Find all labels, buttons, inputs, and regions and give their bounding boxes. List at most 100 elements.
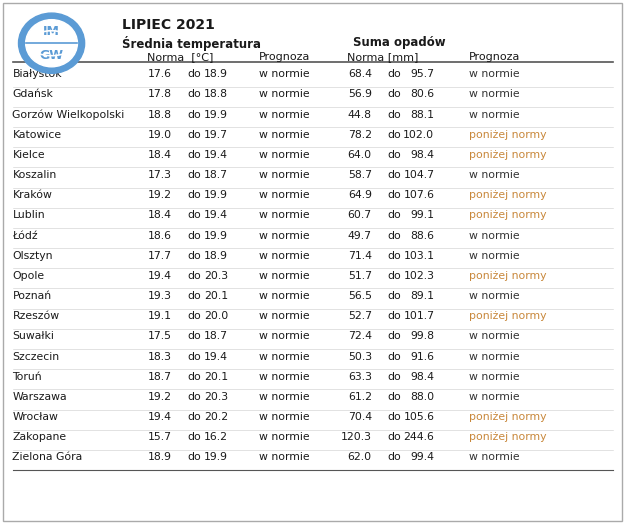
Text: w normie: w normie (259, 190, 310, 200)
Text: w normie: w normie (469, 89, 519, 100)
Text: 16.2: 16.2 (204, 432, 228, 442)
Text: 60.7: 60.7 (348, 210, 372, 221)
Text: 18.7: 18.7 (204, 170, 228, 180)
Text: 61.2: 61.2 (348, 392, 372, 402)
Text: 99.4: 99.4 (411, 453, 434, 463)
Text: 80.6: 80.6 (410, 89, 434, 100)
Text: w normie: w normie (259, 130, 310, 140)
Text: poniżej normy: poniżej normy (469, 150, 546, 160)
Text: 18.9: 18.9 (204, 69, 228, 79)
Text: do: do (187, 89, 201, 100)
Text: LIPIEC 2021: LIPIEC 2021 (122, 18, 215, 32)
Text: 17.5: 17.5 (148, 331, 172, 342)
Text: poniżej normy: poniżej normy (469, 190, 546, 200)
Text: 62.0: 62.0 (348, 453, 372, 463)
Text: poniżej normy: poniżej normy (469, 432, 546, 442)
Text: w normie: w normie (469, 392, 519, 402)
Text: 88.6: 88.6 (411, 231, 434, 241)
Text: Toruń: Toruń (12, 372, 42, 382)
Text: w normie: w normie (469, 352, 519, 362)
Text: 105.6: 105.6 (403, 412, 434, 422)
Text: do: do (387, 432, 401, 442)
Text: Poznań: Poznań (12, 291, 52, 301)
Text: 15.7: 15.7 (148, 432, 172, 442)
Text: do: do (187, 453, 201, 463)
Text: w normie: w normie (469, 170, 519, 180)
Text: do: do (387, 392, 401, 402)
Text: do: do (387, 453, 401, 463)
Text: do: do (387, 291, 401, 301)
Text: GW: GW (39, 49, 64, 61)
Text: 18.9: 18.9 (148, 453, 172, 463)
Text: 19.4: 19.4 (148, 412, 172, 422)
Text: 72.4: 72.4 (348, 331, 372, 342)
Text: poniżej normy: poniżej normy (469, 412, 546, 422)
Text: Katowice: Katowice (12, 130, 62, 140)
Text: 99.1: 99.1 (411, 210, 434, 221)
Text: Olsztyn: Olsztyn (12, 251, 53, 261)
Text: w normie: w normie (259, 412, 310, 422)
Text: 18.8: 18.8 (148, 110, 172, 119)
Text: do: do (387, 311, 401, 321)
Text: 18.7: 18.7 (204, 331, 228, 342)
Text: Zakopane: Zakopane (12, 432, 67, 442)
Text: do: do (387, 69, 401, 79)
Text: Łódź: Łódź (12, 231, 38, 241)
Text: poniżej normy: poniżej normy (469, 210, 546, 221)
Text: Gdańsk: Gdańsk (12, 89, 53, 100)
Text: 20.3: 20.3 (204, 392, 228, 402)
Text: Rzeszów: Rzeszów (12, 311, 59, 321)
Text: 52.7: 52.7 (348, 311, 372, 321)
Circle shape (19, 13, 84, 73)
Text: poniżej normy: poniżej normy (469, 130, 546, 140)
Text: do: do (387, 89, 401, 100)
Text: w normie: w normie (259, 372, 310, 382)
Text: 56.5: 56.5 (348, 291, 372, 301)
Text: do: do (387, 331, 401, 342)
Text: Norma [mm]: Norma [mm] (347, 52, 418, 62)
Text: 88.0: 88.0 (410, 392, 434, 402)
Text: 64.0: 64.0 (348, 150, 372, 160)
Text: 99.8: 99.8 (411, 331, 434, 342)
Text: 19.4: 19.4 (148, 271, 172, 281)
Circle shape (26, 20, 78, 67)
Text: do: do (387, 271, 401, 281)
Text: 20.3: 20.3 (204, 271, 228, 281)
Text: 17.3: 17.3 (148, 170, 172, 180)
Text: 19.2: 19.2 (148, 392, 172, 402)
Text: 102.0: 102.0 (403, 130, 434, 140)
Text: do: do (187, 150, 201, 160)
Text: 58.7: 58.7 (348, 170, 372, 180)
Text: 19.9: 19.9 (204, 190, 228, 200)
Text: do: do (187, 130, 201, 140)
Text: w normie: w normie (259, 392, 310, 402)
Text: 20.0: 20.0 (204, 311, 228, 321)
Text: 104.7: 104.7 (403, 170, 434, 180)
Text: 19.4: 19.4 (204, 150, 228, 160)
Text: do: do (187, 392, 201, 402)
Text: Szczecin: Szczecin (12, 352, 59, 362)
Text: 91.6: 91.6 (411, 352, 434, 362)
Text: do: do (387, 190, 401, 200)
Text: 244.6: 244.6 (404, 432, 434, 442)
Text: do: do (187, 412, 201, 422)
Text: w normie: w normie (259, 89, 310, 100)
Text: poniżej normy: poniżej normy (469, 311, 546, 321)
Text: do: do (187, 231, 201, 241)
Text: 78.2: 78.2 (348, 130, 372, 140)
Text: do: do (187, 69, 201, 79)
Text: do: do (187, 311, 201, 321)
Text: Prognoza: Prognoza (469, 52, 520, 62)
Text: 44.8: 44.8 (348, 110, 372, 119)
Text: w normie: w normie (259, 432, 310, 442)
Text: w normie: w normie (259, 352, 310, 362)
Text: Kraków: Kraków (12, 190, 52, 200)
Text: 19.2: 19.2 (148, 190, 172, 200)
Text: Koszalin: Koszalin (12, 170, 57, 180)
Text: w normie: w normie (259, 210, 310, 221)
Text: Białystok: Białystok (12, 69, 62, 79)
Text: 51.7: 51.7 (348, 271, 372, 281)
Text: Kielce: Kielce (12, 150, 45, 160)
Text: 18.7: 18.7 (148, 372, 172, 382)
Text: w normie: w normie (259, 150, 310, 160)
